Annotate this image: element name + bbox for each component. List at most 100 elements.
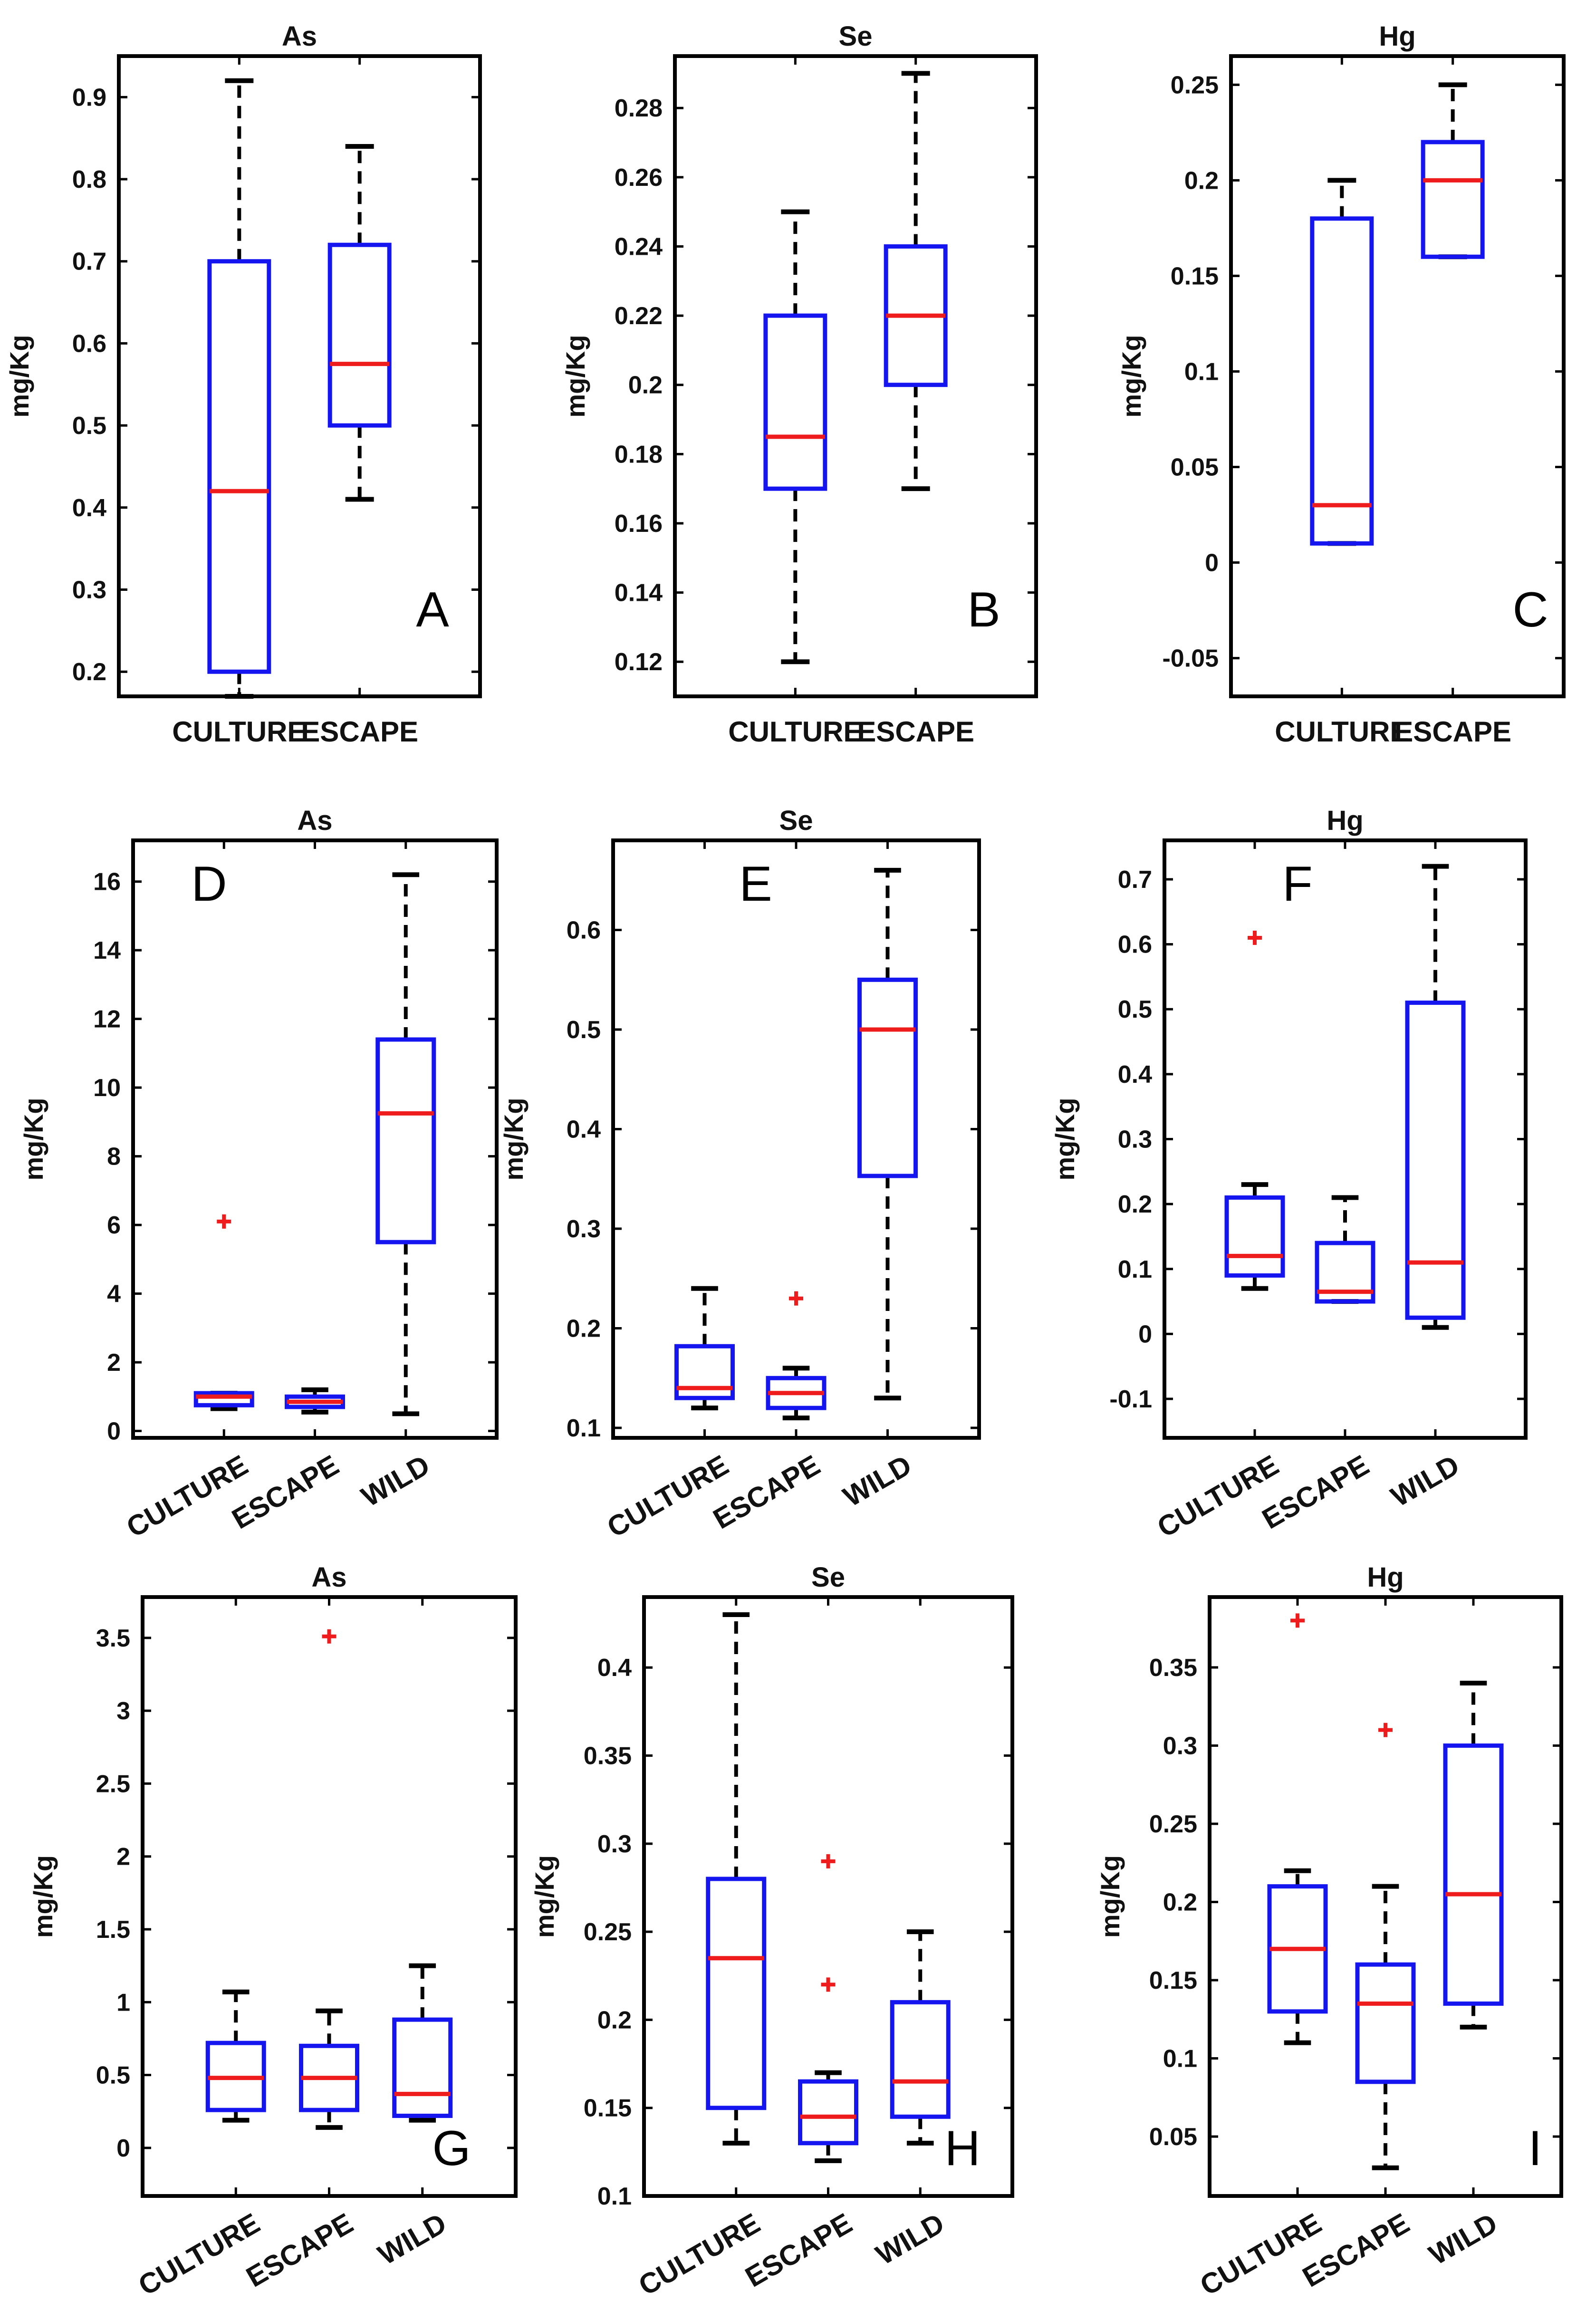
- outlier-marker: [217, 1214, 231, 1229]
- outlier-marker: [1378, 1723, 1393, 1737]
- y-tick-label: 0: [1138, 1320, 1152, 1348]
- y-axis-label: mg/Kg: [1095, 1855, 1125, 1938]
- y-tick-label: 12: [93, 1006, 121, 1033]
- y-tick-label: 3.5: [96, 1625, 130, 1652]
- x-category-label: CULTURE: [121, 1449, 253, 1543]
- y-tick-label: 0.4: [567, 1116, 601, 1144]
- y-tick-label: 0.2: [628, 372, 663, 399]
- y-tick-label: 0.35: [1149, 1654, 1197, 1682]
- y-tick-label: 0: [107, 1418, 121, 1445]
- y-tick-label: 0.6: [1118, 931, 1152, 959]
- x-category-label: WILD: [373, 2207, 452, 2271]
- panel-letter: F: [1282, 857, 1313, 912]
- outlier-marker: [821, 1854, 836, 1868]
- y-tick-label: 0.7: [1118, 866, 1152, 894]
- y-axis-label: mg/Kg: [1116, 335, 1146, 417]
- axes-frame: [673, 54, 1038, 698]
- panel-letter: G: [433, 2121, 471, 2176]
- y-tick-label: 0.4: [597, 1654, 632, 1682]
- box-culture: [1224, 930, 1285, 1291]
- y-axis-label: mg/Kg: [529, 1855, 559, 1938]
- y-axis-label: mg/Kg: [28, 1855, 58, 1938]
- y-tick-label: 4: [107, 1281, 121, 1308]
- x-category-label: CULTURE: [728, 716, 862, 748]
- y-axis-label: mg/Kg: [560, 335, 590, 417]
- box-escape: [299, 1629, 359, 2130]
- box-culture: [763, 209, 827, 664]
- y-tick-label: 0.24: [615, 233, 663, 260]
- iqr-box: [1355, 1962, 1416, 2084]
- iqr-box: [857, 977, 918, 1178]
- y-tick-label: 0.15: [1171, 262, 1219, 290]
- box-culture: [207, 78, 271, 699]
- y-tick-label: 0.18: [615, 441, 663, 468]
- box-escape: [884, 71, 948, 491]
- y-tick-label: 0.25: [1171, 71, 1219, 99]
- box-wild: [1443, 1680, 1504, 2030]
- y-tick-label: -0.05: [1162, 645, 1219, 673]
- iqr-box: [890, 2000, 951, 2119]
- y-tick-label: 1.5: [96, 1916, 130, 1944]
- y-tick-label: 14: [93, 937, 121, 964]
- box-culture: [706, 1612, 767, 2146]
- box-escape: [1355, 1723, 1416, 2170]
- x-category-label: ESCAPE: [1394, 716, 1511, 748]
- y-tick-label: 0.1: [567, 1415, 601, 1442]
- y-tick-label: 0.1: [1163, 2045, 1197, 2072]
- y-tick-label: 0.5: [96, 2062, 130, 2090]
- panel-H: Se mg/Kg 0.1 0.15 0.2 0.25 0.3 0.35 0.4 CULTUREES…: [529, 1562, 1014, 2301]
- iqr-box: [763, 313, 827, 491]
- y-tick-label: 0: [116, 2135, 130, 2162]
- box-wild: [392, 1963, 453, 2123]
- y-tick-label: 0.16: [615, 510, 663, 538]
- axes-frame: [1163, 838, 1528, 1440]
- iqr-box: [392, 2017, 453, 2118]
- axes-frame: [642, 1595, 1014, 2198]
- iqr-box: [706, 1877, 767, 2110]
- iqr-box: [207, 259, 271, 674]
- y-tick-label: 0.3: [567, 1215, 601, 1243]
- y-tick-label: 0.12: [615, 648, 663, 676]
- chart-title: Hg: [1379, 21, 1415, 52]
- y-tick-label: 16: [93, 868, 121, 896]
- chart-title: As: [311, 1562, 346, 1593]
- axes-frame: [1229, 54, 1566, 698]
- box-escape: [285, 1387, 345, 1415]
- y-axis-label: mg/Kg: [19, 1098, 48, 1180]
- y-axis-label: mg/Kg: [1050, 1098, 1080, 1180]
- box-escape: [1421, 82, 1485, 260]
- x-category-label: ESCAPE: [301, 716, 418, 748]
- y-tick-label: 8: [107, 1143, 121, 1171]
- y-tick-label: 0.2: [1163, 1889, 1197, 1916]
- box-escape: [766, 1291, 827, 1421]
- box-wild: [375, 872, 436, 1416]
- chart-title: Hg: [1327, 805, 1363, 836]
- y-tick-label: 0.2: [1118, 1191, 1152, 1218]
- y-tick-label: 0.15: [1149, 1967, 1197, 1994]
- y-tick-label: 0.14: [615, 579, 663, 607]
- x-category-label: WILD: [871, 2207, 950, 2271]
- outlier-marker: [821, 1977, 836, 1992]
- outlier-marker: [322, 1629, 337, 1644]
- panel-B: Se mg/Kg 0.12 0.14 0.16 0.18 0.2 0.22 0.24 0.26 0.…: [560, 21, 1038, 748]
- box-escape: [327, 144, 392, 502]
- box-culture: [674, 1286, 735, 1411]
- y-tick-label: 2: [107, 1349, 121, 1377]
- axes-frame: [117, 54, 482, 698]
- chart-title: Se: [811, 1562, 845, 1593]
- y-tick-label: 0.05: [1149, 2123, 1197, 2151]
- y-tick-label: 0.2: [1184, 167, 1219, 194]
- y-tick-label: 0.3: [1163, 1733, 1197, 1760]
- iqr-box: [798, 2079, 858, 2146]
- panel-letter: A: [416, 582, 449, 637]
- y-tick-label: 0.5: [1118, 996, 1152, 1023]
- y-tick-label: 10: [93, 1074, 121, 1102]
- y-tick-label: 0.4: [1118, 1061, 1152, 1088]
- y-tick-label: 0.5: [72, 412, 106, 440]
- y-tick-label: 0.35: [584, 1743, 632, 1770]
- x-category-label: WILD: [838, 1449, 917, 1513]
- axes-frame: [131, 838, 499, 1440]
- box-culture: [1310, 178, 1374, 546]
